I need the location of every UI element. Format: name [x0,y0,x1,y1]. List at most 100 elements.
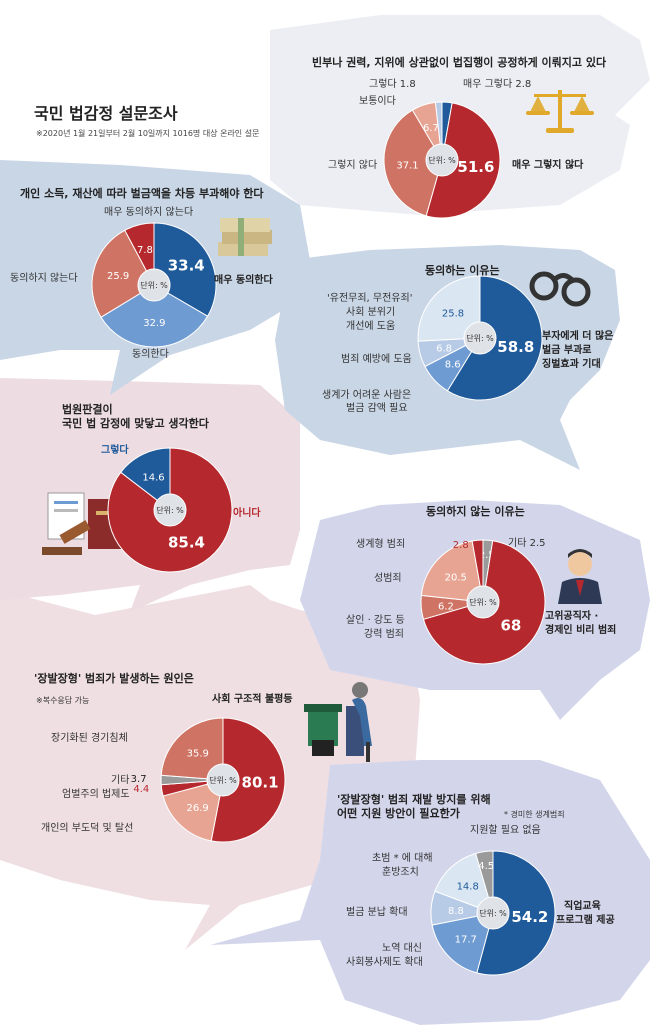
jean-valjean-causes-slice-0 [210,717,286,843]
c5-label-sex: 성범죄 [374,573,402,584]
agree-reasons-slice-3 [417,275,481,342]
equal-enforcement-value-2: 37.1 [396,160,418,171]
page-title: 국민 법감정 설문조사 [34,104,178,123]
prevention-support-value-3: 14.8 [457,882,479,893]
c4-title1: 법원판결이 [62,403,113,416]
agree-reasons-value-2: 6.8 [436,344,452,355]
c1-label-mae-geureota: 매우 그렇다 2.8 [463,79,532,90]
disagree-reasons-value-0: 2.5 [479,550,495,561]
c7-title1: '장발장형' 범죄 재발 방지를 위해 [337,793,491,806]
c5-label-livelihood: 생계형 범죄 [356,539,406,550]
c6-label-etc: 기타 [111,775,130,786]
jean-valjean-causes-unit-label: 단위: % [209,775,237,785]
court-rulings-slice-1 [120,447,171,512]
jean-valjean-causes-value-0: 80.1 [242,774,279,792]
c2-title: 개인 소득, 재산에 따라 벌금액을 차등 부과해야 한다 [20,187,264,200]
court-rulings-center-disc [153,493,187,527]
c6-label-personal: 개인의 부도덕 및 탈선 [41,823,134,834]
c5-label-violent2: 강력 범죄 [364,629,404,640]
c3-label-prevent: 범죄 예방에 도움 [341,354,412,365]
fines-by-income-slice-0 [153,222,217,317]
c7-label-job2: 프로그램 제공 [556,915,615,926]
agree-reasons-value-0: 58.8 [497,338,534,356]
pie-equal-enforcement: 51.6 37.1 6.7 단위: % [383,101,501,219]
c3-label-l2: 사회 분위기 [346,307,396,318]
jean-valjean-causes-slice-1 [162,779,224,842]
c5-title: 동의하지 않는 이유는 [426,505,525,518]
jean-valjean-causes-center-disc [206,763,240,797]
pie-fines-by-income: 33.4 32.9 25.9 7.8 단위: % [91,222,217,348]
equal-enforcement-center-disc [425,143,459,177]
disagree-reasons-slice-3 [420,540,484,603]
c3-label-low2: 벌금 감액 필요 [346,403,408,414]
c6-label-recession: 장기화된 경기침체 [51,733,128,744]
c1-label-bot: 보통이다 [359,96,396,107]
c7-note: * 경미한 생계범죄 [504,810,565,819]
pie-agree-reasons: 58.8 8.6 6.8 25.8 단위: % [417,275,543,401]
fines-by-income-slice-1 [100,284,209,348]
fines-by-income-value-2: 25.9 [107,271,129,282]
c3-title: 동의하는 이유는 [425,264,500,277]
c7-title2: 어떤 지원 방안이 필요한가 [337,807,460,820]
c3-label-rich2: 벌금 부과로 [542,345,592,356]
fines-by-income-center-disc [137,268,171,302]
jean-valjean-causes-value-2: 4.4 [133,784,149,795]
handcuffs-icon [529,271,591,307]
c3-label-l1: '유전무죄, 무전유죄' [327,293,413,304]
c5-label-etc: 기타 2.5 [508,538,546,549]
agree-reasons-value-1: 8.6 [445,359,461,370]
disagree-reasons-value-1: 68 [500,617,521,635]
prevention-support-value-2: 8.8 [448,906,464,917]
bubble-c7 [210,760,650,1025]
c7-label-install: 벌금 분납 확대 [346,907,408,918]
prevention-support-slice-3 [434,852,494,914]
jean-valjean-causes-value-4: 35.9 [187,749,209,760]
court-rulings-unit-label: 단위: % [156,505,184,515]
equal-enforcement-unit-label: 단위: % [428,155,456,165]
jean-valjean-causes-value-1: 26.9 [186,803,208,814]
c1-label-very-not: 매우 그렇지 않다 [512,160,584,171]
businessman-icon [558,549,602,604]
fines-by-income-slice-3 [124,222,155,286]
equal-enforcement-slice-2 [383,109,443,217]
c6-label-punitive: 엄벌주의 법제도 [62,789,130,800]
prevention-support-unit-label: 단위: % [479,908,507,918]
c6-note: ※복수응답 가능 [36,696,90,705]
fines-by-income-unit-label: 단위: % [140,280,168,290]
c2-label-disagree: 동의하지 않는다 [10,273,78,284]
disagree-reasons-unit-label: 단위: % [469,597,497,607]
c2-label-agree: 동의한다 [132,349,169,360]
fines-by-income-slice-2 [91,229,155,318]
pie-disagree-reasons: 2.5 68 6.2 20.5 2.8 단위: % [420,539,546,665]
c1-label-geureota: 그렇다 1.8 [369,79,416,90]
prevention-support-value-4: 4.5 [478,861,494,872]
pie-court-rulings: 85.4 14.6 단위: % [107,447,233,573]
c7-label-service1: 노역 대신 [382,943,422,954]
court-rulings-value-0: 85.4 [168,533,205,551]
c3-label-rich1: 부자에게 더 많은 [542,331,614,342]
c3-label-l3: 개선에 도움 [346,321,396,332]
equal-enforcement-slice-1 [425,102,501,219]
c2-label-very-disagree: 매우 동의하지 않는다 [104,207,194,218]
agree-reasons-value-3: 25.8 [442,308,464,319]
c3-label-low1: 생계가 어려운 사람은 [322,390,412,401]
disagree-reasons-value-3: 20.5 [445,573,467,584]
court-rulings-value-1: 14.6 [142,473,164,484]
fines-by-income-value-1: 32.9 [143,318,165,329]
disagree-reasons-value-4: 2.8 [453,540,469,551]
c3-label-rich3: 징벌효과 기대 [542,359,601,370]
disagree-reasons-value-2: 6.2 [438,601,454,612]
money-stack-icon [218,218,272,256]
c7-label-job1: 직업교육 [564,901,601,912]
pie-prevention-support: 54.2 17.7 8.8 14.8 4.5 단위: % [430,850,556,976]
c1-title: 빈부나 권력, 지위에 상관없이 법집행이 공정하게 이뤄지고 있다 [312,56,607,69]
prevention-support-center-disc [476,896,510,930]
prevention-support-value-0: 54.2 [511,908,548,926]
survey-note: ※2020년 1월 21일부터 2월 10일까지 1016명 대상 온라인 설문 [36,129,260,138]
prevention-support-slice-0 [476,850,556,976]
fines-by-income-value-0: 33.4 [168,256,205,274]
c4-label-no: 아니다 [233,508,261,519]
